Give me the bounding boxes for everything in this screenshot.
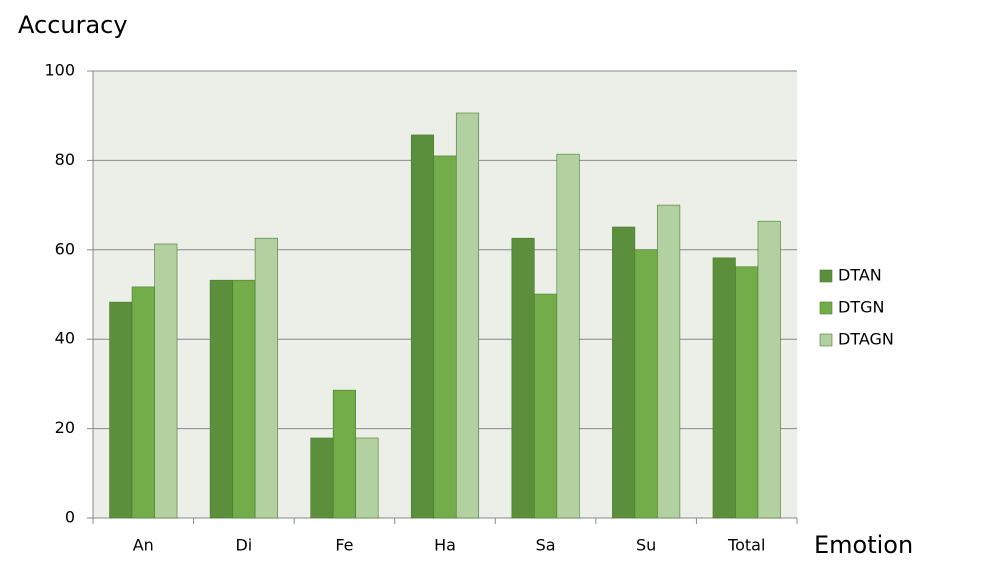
bar: [332, 389, 356, 519]
bar: [131, 286, 155, 519]
bar: [612, 226, 636, 519]
bar: [634, 249, 658, 519]
x-tick-label: Ha: [434, 536, 456, 555]
bar: [154, 243, 178, 519]
bar: [556, 153, 580, 519]
legend-swatch: [819, 301, 833, 315]
y-tick-label: 80: [55, 150, 75, 169]
bar: [757, 220, 781, 519]
y-axis-label: Accuracy: [18, 11, 128, 39]
x-tick-label: Di: [235, 536, 252, 555]
legend-label: DTAN: [838, 266, 882, 285]
bar: [455, 112, 480, 519]
y-tick-label: 0: [65, 508, 75, 527]
bar: [209, 279, 233, 519]
y-tick-label: 20: [55, 418, 75, 437]
y-tick-label: 60: [55, 239, 75, 258]
x-tick-label: Sa: [536, 536, 556, 555]
bar: [410, 134, 435, 519]
bar: [712, 257, 736, 519]
bar: [109, 301, 133, 519]
bar: [735, 266, 759, 519]
x-axis-label: Emotion: [814, 531, 913, 559]
bar: [657, 204, 681, 519]
bar: [511, 237, 535, 519]
legend-label: DTGN: [838, 298, 884, 317]
bar: [310, 437, 334, 519]
legend-swatch: [819, 333, 833, 347]
bar: [534, 293, 558, 519]
y-tick-label: 40: [55, 329, 75, 348]
bar: [355, 437, 379, 519]
y-tick-label: 100: [44, 61, 75, 80]
legend-label: DTAGN: [838, 330, 894, 349]
x-tick-label: Su: [636, 536, 656, 555]
bar: [254, 237, 278, 519]
x-tick-label: Total: [727, 536, 765, 555]
legend-swatch: [819, 269, 833, 283]
x-tick-label: An: [133, 536, 154, 555]
x-tick-label: Fe: [335, 536, 353, 555]
bar: [433, 155, 457, 519]
bar: [232, 279, 256, 519]
